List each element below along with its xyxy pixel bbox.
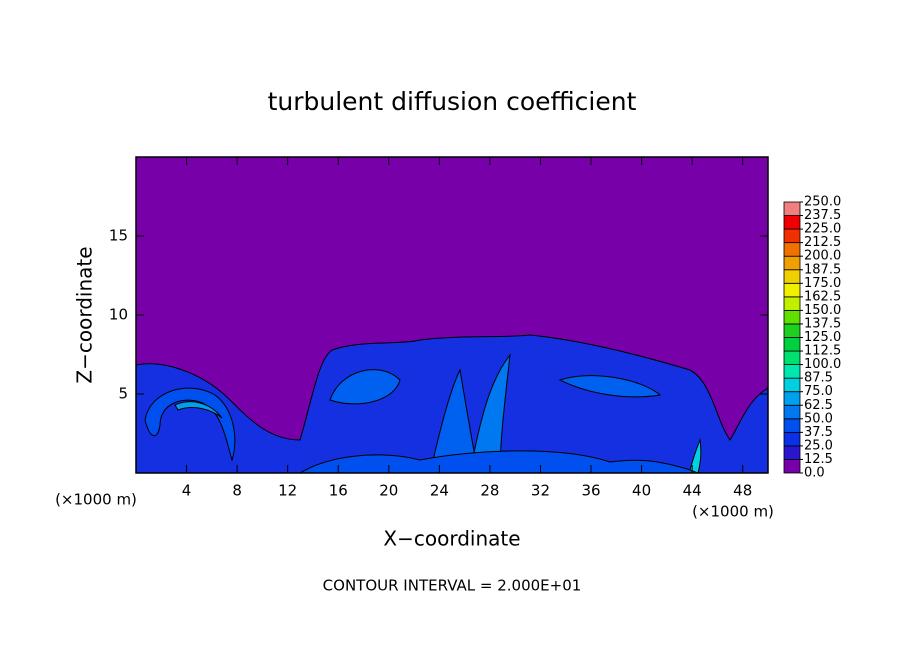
y-axis-label: Z−coordinate — [73, 246, 97, 383]
colorbar-swatch — [783, 309, 801, 325]
colorbar-label: 237.5 — [804, 208, 841, 223]
colorbar-label: 200.0 — [804, 249, 841, 264]
field-region — [329, 369, 401, 405]
colorbar-label: 187.5 — [804, 262, 841, 277]
colorbar-label: 62.5 — [804, 398, 833, 413]
field-region — [558, 375, 662, 398]
x-tick-label: 32 — [531, 482, 550, 500]
x-tick-label: 12 — [278, 482, 297, 500]
colorbar-label: 137.5 — [804, 316, 841, 331]
colorbar-swatch — [783, 255, 801, 271]
field-region — [689, 438, 702, 474]
colorbar-swatch — [783, 391, 801, 406]
colorbar-label: 150.0 — [804, 303, 841, 318]
colorbar-label: 162.5 — [804, 289, 841, 304]
colorbar-swatch — [783, 350, 801, 365]
colorbar-swatch — [783, 445, 801, 460]
x-tick-label: 4 — [182, 482, 192, 500]
x-tick-label: 16 — [329, 482, 348, 500]
field-region — [429, 368, 479, 474]
x-tick-label: 36 — [581, 482, 600, 500]
colorbar-label: 112.5 — [804, 344, 841, 359]
colorbar-label: 12.5 — [804, 452, 833, 467]
x-unit-label: (×1000 m) — [55, 491, 137, 509]
colorbar-swatch — [783, 377, 801, 393]
colorbar-swatch — [783, 269, 801, 284]
x-tick-label: 40 — [632, 482, 651, 500]
colorbar-label: 175.0 — [804, 276, 841, 291]
colorbar-label: 37.5 — [804, 425, 833, 440]
field-region — [144, 387, 236, 462]
y-tick-label: 15 — [109, 227, 128, 245]
colorbar-label: 25.0 — [804, 438, 833, 453]
field — [135, 334, 769, 474]
colorbar-label: 125.0 — [804, 330, 841, 345]
x-tick-label: 48 — [733, 482, 752, 500]
colorbar-swatch — [783, 364, 801, 379]
colorbar-label: 225.0 — [804, 222, 841, 237]
colorbar-label: 212.5 — [804, 235, 841, 250]
x-tick-label: 20 — [379, 482, 398, 500]
colorbar-swatch — [783, 418, 801, 433]
colorbar-swatch — [783, 323, 801, 338]
chart-title: turbulent diffusion coefficient — [268, 87, 637, 116]
field-region — [469, 353, 511, 474]
colorbar-label: 87.5 — [804, 371, 833, 386]
field-region — [174, 401, 223, 419]
colorbar-label: 250.0 — [804, 195, 841, 210]
x-tick-label: 44 — [683, 482, 702, 500]
colorbar-swatch — [783, 242, 801, 257]
footer-note: CONTOUR INTERVAL = 2.000E+01 — [323, 577, 582, 595]
colorbar-swatch — [783, 404, 801, 420]
x-tick-label: 8 — [232, 482, 242, 500]
colorbar-swatch — [783, 431, 801, 447]
x-axis-label: X−coordinate — [383, 527, 520, 551]
colorbar-swatch — [783, 215, 801, 230]
colorbar-swatch — [783, 296, 801, 311]
colorbar-label: 100.0 — [804, 357, 841, 372]
x-unit-label: (×1000 m) — [692, 503, 774, 521]
field-region — [298, 450, 701, 474]
x-tick-label: 28 — [480, 482, 499, 500]
y-tick-label: 5 — [118, 385, 128, 403]
colorbar-swatch — [783, 228, 801, 244]
colorbar-label: 0.0 — [804, 466, 825, 481]
colorbar-swatch — [783, 337, 801, 352]
x-tick-label: 24 — [430, 482, 449, 500]
colorbar-label: 75.0 — [804, 384, 833, 399]
colorbar-label: 50.0 — [804, 411, 833, 426]
colorbar-swatch — [783, 282, 801, 298]
colorbar-swatch — [783, 201, 801, 216]
y-tick-label: 10 — [109, 306, 128, 324]
colorbar-swatch — [783, 459, 801, 474]
